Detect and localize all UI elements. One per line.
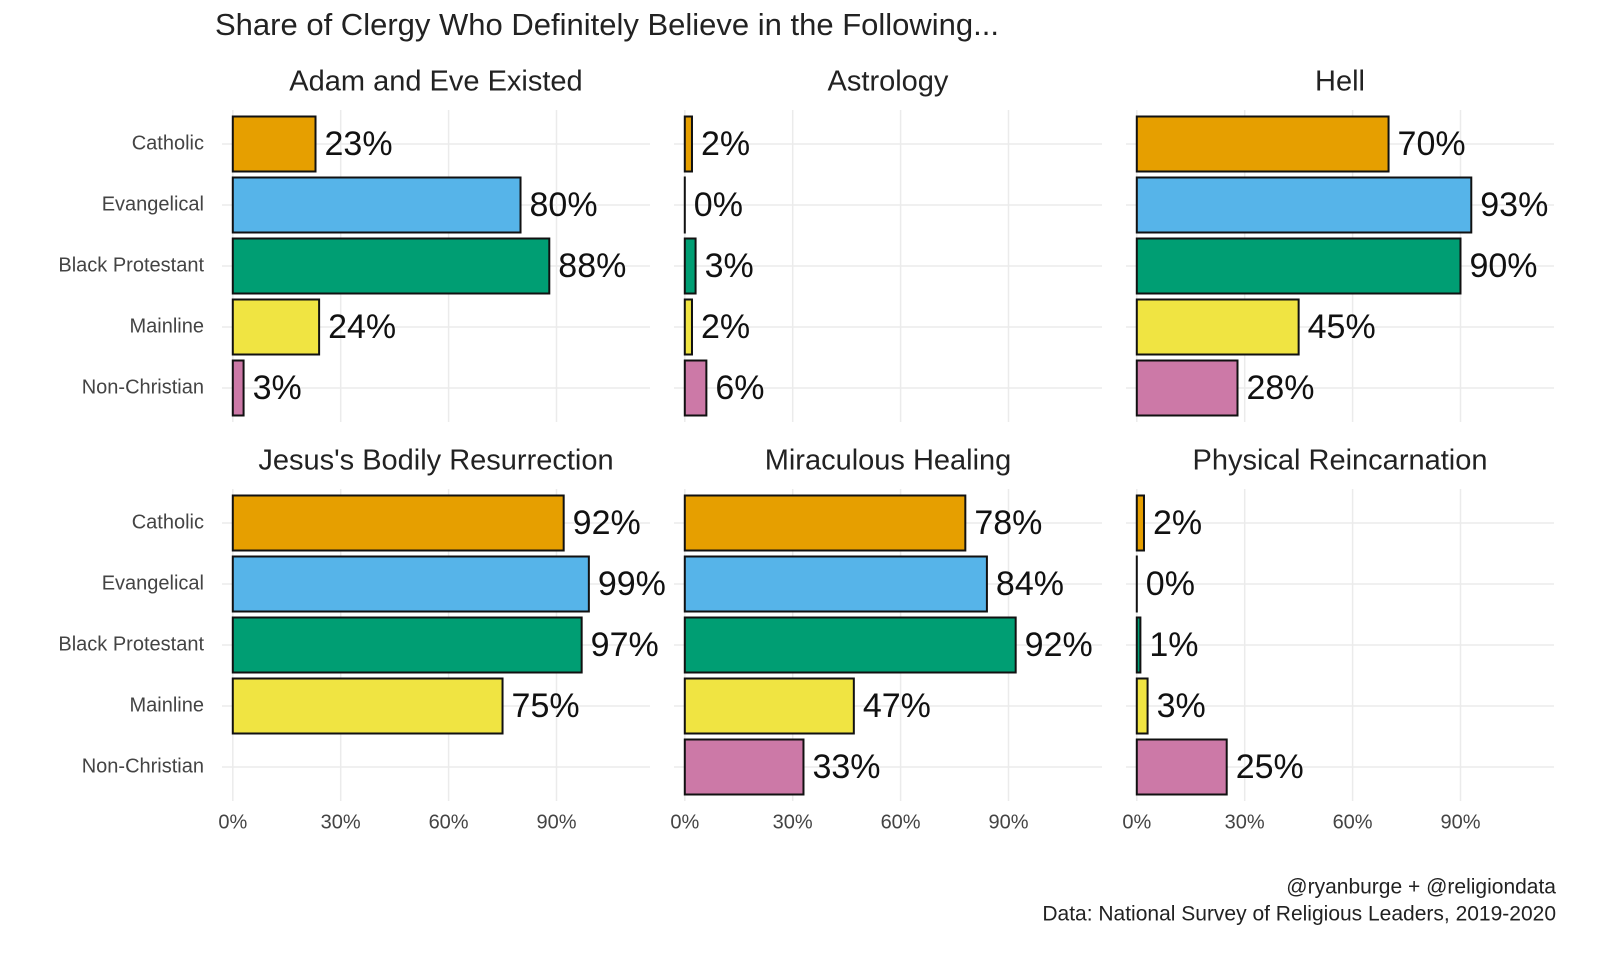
value-label: 75% bbox=[512, 687, 580, 725]
bar bbox=[683, 555, 988, 613]
x-tick-label: 60% bbox=[881, 811, 921, 833]
facet-title: Adam and Eve Existed bbox=[289, 66, 582, 98]
x-tick-label: 90% bbox=[536, 811, 576, 833]
caption: @ryanburge + @religiondata bbox=[1286, 876, 1556, 899]
bar bbox=[231, 298, 321, 356]
x-tick-label: 90% bbox=[988, 811, 1028, 833]
value-label: 97% bbox=[591, 626, 659, 664]
bar bbox=[1135, 298, 1300, 356]
value-label: 45% bbox=[1308, 308, 1376, 346]
value-label: 24% bbox=[328, 308, 396, 346]
bar bbox=[231, 555, 590, 613]
value-label: 84% bbox=[996, 565, 1064, 603]
facet-title: Hell bbox=[1315, 66, 1365, 98]
value-label: 80% bbox=[530, 186, 598, 224]
y-tick-label: Black Protestant bbox=[58, 254, 204, 276]
value-label: 2% bbox=[701, 308, 750, 346]
y-tick-label: Non-Christian bbox=[82, 376, 204, 398]
bar bbox=[231, 616, 583, 674]
bar bbox=[231, 176, 522, 234]
caption: Data: National Survey of Religious Leade… bbox=[1042, 903, 1556, 926]
y-tick-label: Mainline bbox=[130, 694, 204, 716]
value-label: 2% bbox=[701, 125, 750, 163]
value-label: 92% bbox=[1025, 626, 1093, 664]
x-tick-label: 0% bbox=[218, 811, 247, 833]
bar bbox=[1135, 359, 1239, 417]
value-label: 0% bbox=[1146, 565, 1195, 603]
value-label: 3% bbox=[1157, 687, 1206, 725]
value-label: 93% bbox=[1480, 186, 1548, 224]
value-label: 1% bbox=[1149, 626, 1198, 664]
bar bbox=[1135, 115, 1390, 173]
value-label: 6% bbox=[715, 369, 764, 407]
value-label: 99% bbox=[598, 565, 666, 603]
value-label: 78% bbox=[974, 504, 1042, 542]
value-label: 2% bbox=[1153, 504, 1202, 542]
y-tick-label: Mainline bbox=[130, 315, 204, 337]
bar bbox=[683, 616, 1017, 674]
bar bbox=[683, 237, 697, 295]
chart-title: Share of Clergy Who Definitely Believe i… bbox=[215, 7, 999, 42]
bar bbox=[1135, 738, 1228, 796]
value-label: 28% bbox=[1246, 369, 1314, 407]
y-tick-label: Catholic bbox=[132, 132, 204, 154]
bar bbox=[231, 237, 551, 295]
value-label: 33% bbox=[812, 748, 880, 786]
y-tick-label: Catholic bbox=[132, 511, 204, 533]
y-tick-label: Non-Christian bbox=[82, 755, 204, 777]
bar bbox=[1135, 677, 1149, 735]
facet-title: Jesus's Bodily Resurrection bbox=[258, 445, 613, 477]
value-label: 88% bbox=[558, 247, 626, 285]
bar bbox=[231, 494, 565, 552]
x-tick-label: 30% bbox=[1225, 811, 1265, 833]
y-tick-label: Evangelical bbox=[102, 572, 204, 594]
bar bbox=[1135, 176, 1473, 234]
bar bbox=[683, 359, 708, 417]
x-tick-label: 30% bbox=[773, 811, 813, 833]
value-label: 25% bbox=[1236, 748, 1304, 786]
value-label: 92% bbox=[573, 504, 641, 542]
x-tick-label: 0% bbox=[1122, 811, 1151, 833]
bar bbox=[1135, 237, 1462, 295]
bar bbox=[231, 677, 504, 735]
value-label: 70% bbox=[1398, 125, 1466, 163]
y-tick-label: Evangelical bbox=[102, 193, 204, 215]
bar bbox=[231, 359, 245, 417]
value-label: 3% bbox=[705, 247, 754, 285]
bar bbox=[1135, 616, 1142, 674]
x-tick-label: 0% bbox=[670, 811, 699, 833]
value-label: 0% bbox=[694, 186, 743, 224]
bar bbox=[683, 115, 693, 173]
bar bbox=[231, 115, 317, 173]
bar bbox=[1135, 494, 1145, 552]
y-tick-label: Black Protestant bbox=[58, 633, 204, 655]
value-label: 3% bbox=[253, 369, 302, 407]
x-tick-label: 30% bbox=[321, 811, 361, 833]
x-tick-label: 60% bbox=[429, 811, 469, 833]
bar bbox=[683, 738, 805, 796]
facet-title: Physical Reincarnation bbox=[1193, 445, 1488, 477]
bar bbox=[683, 677, 855, 735]
facet-title: Miraculous Healing bbox=[765, 445, 1012, 477]
x-tick-label: 60% bbox=[1333, 811, 1373, 833]
value-label: 47% bbox=[863, 687, 931, 725]
bar bbox=[683, 494, 967, 552]
value-label: 90% bbox=[1469, 247, 1537, 285]
facet-title: Astrology bbox=[828, 66, 949, 98]
value-label: 23% bbox=[325, 125, 393, 163]
x-tick-label: 90% bbox=[1440, 811, 1480, 833]
bar bbox=[683, 298, 693, 356]
